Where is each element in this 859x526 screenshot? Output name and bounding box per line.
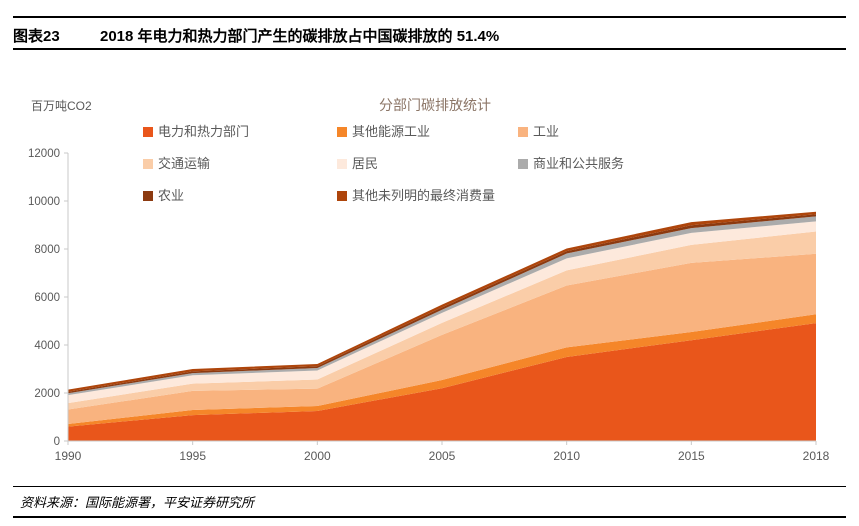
legend-item-3: 工业 (518, 124, 624, 141)
source-note: 资料来源：国际能源署，平安证券研究所 (20, 495, 255, 510)
y-axis-tick-label: 4000 (34, 340, 60, 352)
footer-rule-bottom (13, 516, 846, 518)
x-axis-tick-label: 1990 (55, 449, 82, 463)
x-axis-tick-label: 2015 (678, 449, 705, 463)
legend-swatch (337, 127, 347, 137)
y-axis-unit-label: 百万吨CO2 (31, 99, 92, 113)
x-axis-tick-label: 2005 (429, 449, 456, 463)
legend-swatch (143, 191, 153, 201)
legend-swatch (518, 159, 528, 169)
figure-title: 2018 年电力和热力部门产生的碳排放占中国碳排放的 51.4% (100, 28, 500, 45)
legend-swatch (337, 159, 347, 169)
footer-rule-top (13, 486, 846, 487)
legend-swatch (518, 127, 528, 137)
y-axis-tick-label: 10000 (28, 196, 60, 208)
area-series-1 (68, 323, 816, 441)
chart-legend: 电力和热力部门 其他能源工业 工业交通运输 居民 商业和公共服务农业 其他未列明的最终消费… (143, 124, 624, 205)
y-axis-tick-label: 12000 (28, 148, 60, 160)
legend-label: 电力和热力部门 (158, 124, 250, 139)
area-series-3 (68, 253, 816, 424)
x-axis-tick-label: 1995 (179, 449, 206, 463)
legend-item-1: 电力和热力部门 (143, 124, 337, 141)
header-rule-top (13, 16, 846, 18)
legend-item-4: 交通运输 (143, 156, 337, 173)
area-series-4 (68, 231, 816, 410)
legend-item-2: 其他能源工业 (337, 124, 518, 141)
area-series-5 (68, 221, 816, 404)
legend-label: 交通运输 (158, 156, 211, 171)
header-rule-bottom (13, 48, 846, 50)
legend-swatch (143, 127, 153, 137)
legend-label: 商业和公共服务 (533, 156, 625, 171)
legend-item-5: 居民 (337, 156, 518, 173)
legend-swatch (337, 191, 347, 201)
legend-item-8: 其他未列明的最终消费量 (337, 188, 518, 205)
chart-title: 分部门碳排放统计 (379, 97, 491, 113)
x-axis-tick-label: 2010 (553, 449, 580, 463)
x-axis-tick-label: 2018 (803, 449, 830, 463)
area-series-2 (68, 314, 816, 427)
y-axis-tick-label: 2000 (34, 388, 60, 400)
legend-label: 居民 (352, 156, 379, 171)
x-axis-tick-label: 2000 (304, 449, 331, 463)
y-axis-tick-label: 6000 (34, 292, 60, 304)
figure-tag: 图表23 (13, 28, 60, 45)
legend-swatch (143, 159, 153, 169)
legend-label: 农业 (158, 188, 185, 203)
y-axis-tick-label: 0 (54, 436, 60, 448)
y-axis-tick-label: 8000 (34, 244, 60, 256)
legend-label: 其他能源工业 (352, 124, 431, 139)
legend-item-6: 商业和公共服务 (518, 156, 624, 173)
legend-item-7: 农业 (143, 188, 337, 205)
legend-label: 其他未列明的最终消费量 (352, 188, 496, 203)
legend-label: 工业 (533, 124, 560, 139)
